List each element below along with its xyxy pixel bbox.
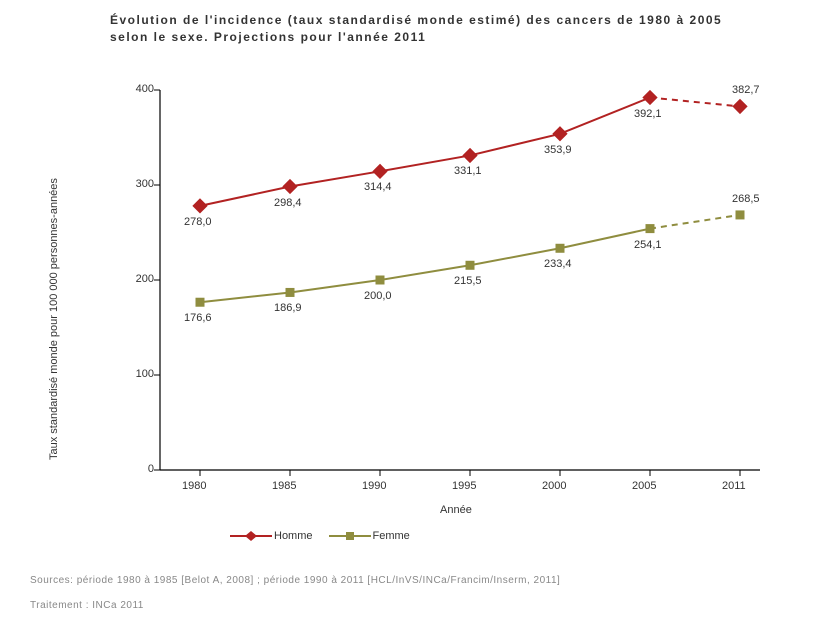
legend-label: Femme bbox=[373, 530, 410, 542]
x-tick-label: 1985 bbox=[272, 480, 296, 492]
data-point-label: 392,1 bbox=[634, 108, 662, 120]
x-axis-label: Année bbox=[440, 504, 472, 516]
x-tick-label: 1995 bbox=[452, 480, 476, 492]
x-tick-label: 1990 bbox=[362, 480, 386, 492]
footnote-sources: Sources: période 1980 à 1985 [Belot A, 2… bbox=[30, 575, 560, 586]
data-point-label: 233,4 bbox=[544, 258, 572, 270]
y-tick-label: 400 bbox=[120, 83, 154, 95]
data-point-label: 254,1 bbox=[634, 239, 662, 251]
chart-title: Évolution de l'incidence (taux standardi… bbox=[110, 12, 750, 46]
x-tick-label: 2011 bbox=[722, 480, 746, 492]
legend-item: Femme bbox=[329, 530, 410, 542]
chart-container: Évolution de l'incidence (taux standardi… bbox=[0, 0, 837, 625]
square-marker-icon bbox=[329, 530, 371, 542]
y-tick-label: 100 bbox=[120, 368, 154, 380]
diamond-marker-icon bbox=[230, 530, 272, 542]
data-point-label: 382,7 bbox=[732, 84, 760, 96]
legend-item: Homme bbox=[230, 530, 313, 542]
legend: Homme Femme bbox=[230, 530, 410, 542]
x-tick-label: 2005 bbox=[632, 480, 656, 492]
data-point-label: 298,4 bbox=[274, 197, 302, 209]
data-point-label: 278,0 bbox=[184, 216, 212, 228]
y-tick-label: 300 bbox=[120, 178, 154, 190]
data-point-label: 176,6 bbox=[184, 312, 212, 324]
data-point-label: 215,5 bbox=[454, 275, 482, 287]
footnote-treatment: Traitement : INCa 2011 bbox=[30, 600, 144, 611]
data-point-label: 268,5 bbox=[732, 193, 760, 205]
data-point-label: 186,9 bbox=[274, 302, 302, 314]
x-tick-label: 1980 bbox=[182, 480, 206, 492]
data-point-label: 353,9 bbox=[544, 144, 572, 156]
y-tick-label: 200 bbox=[120, 273, 154, 285]
y-tick-label: 0 bbox=[120, 463, 154, 475]
y-axis-label: Taux standardisé monde pour 100 000 pers… bbox=[48, 178, 60, 460]
x-tick-label: 2000 bbox=[542, 480, 566, 492]
chart-plot-area bbox=[90, 70, 790, 500]
legend-label: Homme bbox=[274, 530, 313, 542]
data-point-label: 200,0 bbox=[364, 290, 392, 302]
data-point-label: 331,1 bbox=[454, 165, 482, 177]
chart-svg bbox=[90, 70, 790, 550]
data-point-label: 314,4 bbox=[364, 181, 392, 193]
